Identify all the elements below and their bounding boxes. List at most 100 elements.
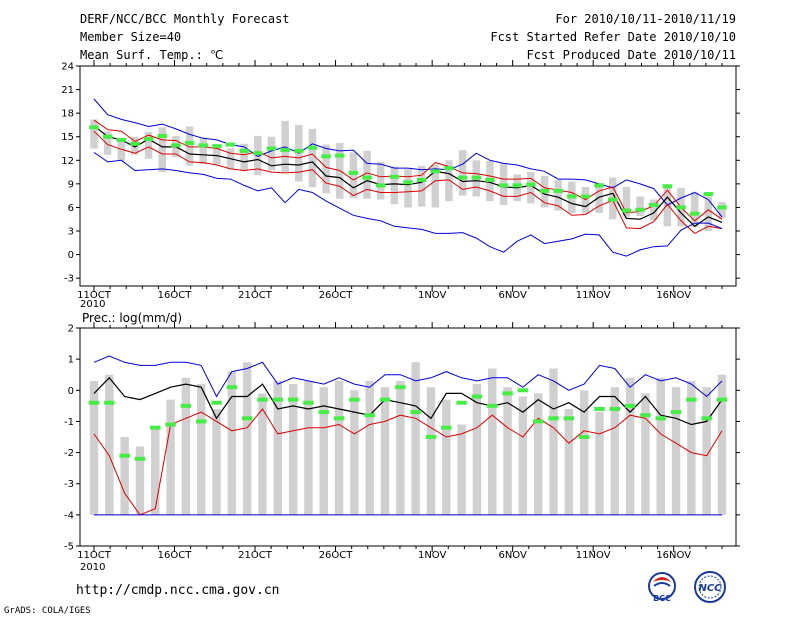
precipitation-ytick-label: 0: [68, 386, 74, 397]
precipitation-spread-bar: [442, 399, 451, 515]
precipitation-spread-bar: [671, 387, 681, 515]
temperature-ensemble-dash: [498, 183, 509, 188]
temperature-ensemble-dash: [471, 175, 482, 180]
precipitation-ensemble-dash: [257, 397, 268, 402]
temperature-ensemble-dash: [594, 183, 604, 188]
precipitation-spread-bar: [610, 387, 619, 515]
grads-credit: GrADS: COLA/IGES: [4, 606, 91, 616]
precipitation-spread-bar: [702, 387, 711, 515]
precipitation-spread-bar: [89, 380, 99, 515]
precipitation-spread-bar: [350, 390, 359, 515]
precipitation-spread-bar: [135, 446, 145, 515]
temperature-year-label: 2010: [80, 299, 105, 310]
precipitation-ensemble-dash: [119, 453, 130, 458]
precipitation-spread-bar: [181, 377, 191, 515]
precipitation-ensemble-dash: [441, 425, 452, 430]
temperature-ensemble-dash: [580, 194, 591, 199]
precipitation-spread-bar: [212, 408, 221, 515]
temperature-ensemble-dash: [102, 134, 113, 139]
temperature-ensemble-dash: [184, 141, 195, 145]
precipitation-spread-bar: [488, 368, 497, 515]
temperature-ensemble-dash: [703, 192, 714, 197]
temperature-ensemble-dash: [662, 184, 673, 189]
precipitation-ensemble-dash: [410, 410, 421, 415]
bcc-logo-text: BCC: [653, 594, 671, 603]
temperature-ensemble-dash: [539, 188, 550, 193]
precipitation-ensemble-dash: [456, 400, 467, 405]
precipitation-xtick-label: 11NOV: [576, 550, 611, 561]
temperature-ensemble-dash: [225, 142, 236, 147]
temperature-spread-bar: [690, 191, 699, 228]
precipitation-spread-bar: [687, 380, 696, 515]
precipitation-xtick-label: 6NOV: [498, 550, 527, 561]
precipitation-spread-bar: [625, 377, 635, 515]
member-size: Member Size=40: [80, 30, 182, 44]
temperature-series-lower: [93, 130, 723, 235]
temperature-spread-bar: [90, 119, 98, 149]
precipitation-spread-bar: [105, 374, 114, 515]
temperature-spread-bar: [718, 201, 726, 219]
precipitation-ensemble-dash: [364, 413, 375, 418]
temperature-ensemble-dash: [389, 174, 400, 179]
temperature-spread-bar: [431, 165, 440, 208]
precipitation-ensemble-dash: [349, 397, 360, 402]
temperature-ytick-label: 15: [61, 132, 74, 143]
precipitation-ensemble-dash: [180, 403, 192, 408]
temperature-spread-bar: [144, 132, 153, 159]
precipitation-spread-bar: [411, 362, 420, 515]
temperature-spread-bar: [622, 187, 631, 217]
precipitation-ensemble-dash: [716, 397, 728, 402]
temperature-ensemble-dash: [512, 183, 522, 188]
temperature-spread-bar: [404, 168, 412, 208]
precipitation-spread-bar: [641, 393, 650, 515]
precipitation-spread-bar: [273, 380, 283, 515]
precipitation-ytick-label: -4: [64, 510, 74, 521]
temperature-ensemble-dash: [648, 203, 659, 208]
temperature-ensemble-dash: [621, 208, 632, 213]
precipitation-ensemble-dash: [686, 397, 697, 402]
temperature-series-max: [93, 98, 723, 218]
precipitation-spread-bar: [242, 362, 252, 515]
temperature-spread-bar: [663, 186, 672, 227]
temperature-spread-bar: [554, 179, 562, 211]
temperature-ensemble-dash: [485, 177, 495, 182]
precipitation-spread-bar: [166, 399, 175, 515]
precipitation-xtick-label: 21OCT: [238, 550, 273, 561]
temperature-spread-bar: [649, 199, 658, 220]
temperature-spread-bar: [636, 196, 644, 217]
precipitation-xtick-label: 16NOV: [656, 550, 691, 561]
temperature-ensemble-dash: [321, 154, 331, 159]
precipitation-ensemble-dash: [563, 416, 575, 421]
precipitation-spread-bar: [151, 427, 160, 515]
precipitation-ensemble-dash: [532, 419, 544, 424]
ncc-logo-icon: NCC: [694, 571, 726, 603]
temperature-xtick-label: 11NOV: [576, 290, 611, 301]
temperature-ensemble-dash: [676, 205, 686, 210]
temperature-xtick-label: 6NOV: [498, 290, 527, 301]
temperature-xtick-label: 21OCT: [238, 290, 273, 301]
precipitation-ensemble-dash: [165, 422, 176, 427]
temperature-spread-bar: [158, 127, 167, 173]
temperature-ensemble-dash: [608, 197, 618, 202]
temperature-spread-bar: [267, 136, 276, 171]
precipitation-ensemble-dash: [196, 419, 207, 424]
precipitation-ensemble-dash: [502, 391, 513, 396]
precipitation-spread-bar: [365, 380, 374, 515]
temperature-ytick-label: 12: [61, 156, 74, 167]
precipitation-ensemble-dash: [594, 406, 605, 411]
source-url[interactable]: http://cmdp.ncc.cma.gov.cn: [76, 583, 280, 598]
temperature-ensemble-dash: [403, 180, 413, 185]
precipitation-ensemble-dash: [578, 435, 590, 439]
temperature-ytick-label: 3: [68, 227, 74, 238]
chart-title: DERF/NCC/BCC Monthly Forecast: [80, 12, 290, 26]
precipitation-series-mean: [93, 376, 723, 426]
precipitation-series-min: [93, 408, 723, 516]
temperature-spread-bar: [376, 161, 385, 200]
variable-label: Mean Surf. Temp.: ℃: [80, 48, 224, 62]
precipitation-spread-bar: [258, 393, 267, 515]
precipitation-spread-bar: [595, 412, 604, 515]
precipitation-spread-bar: [564, 408, 574, 515]
precipitation-spread-bar: [197, 384, 206, 515]
temperature-ensemble-dash: [334, 153, 345, 158]
